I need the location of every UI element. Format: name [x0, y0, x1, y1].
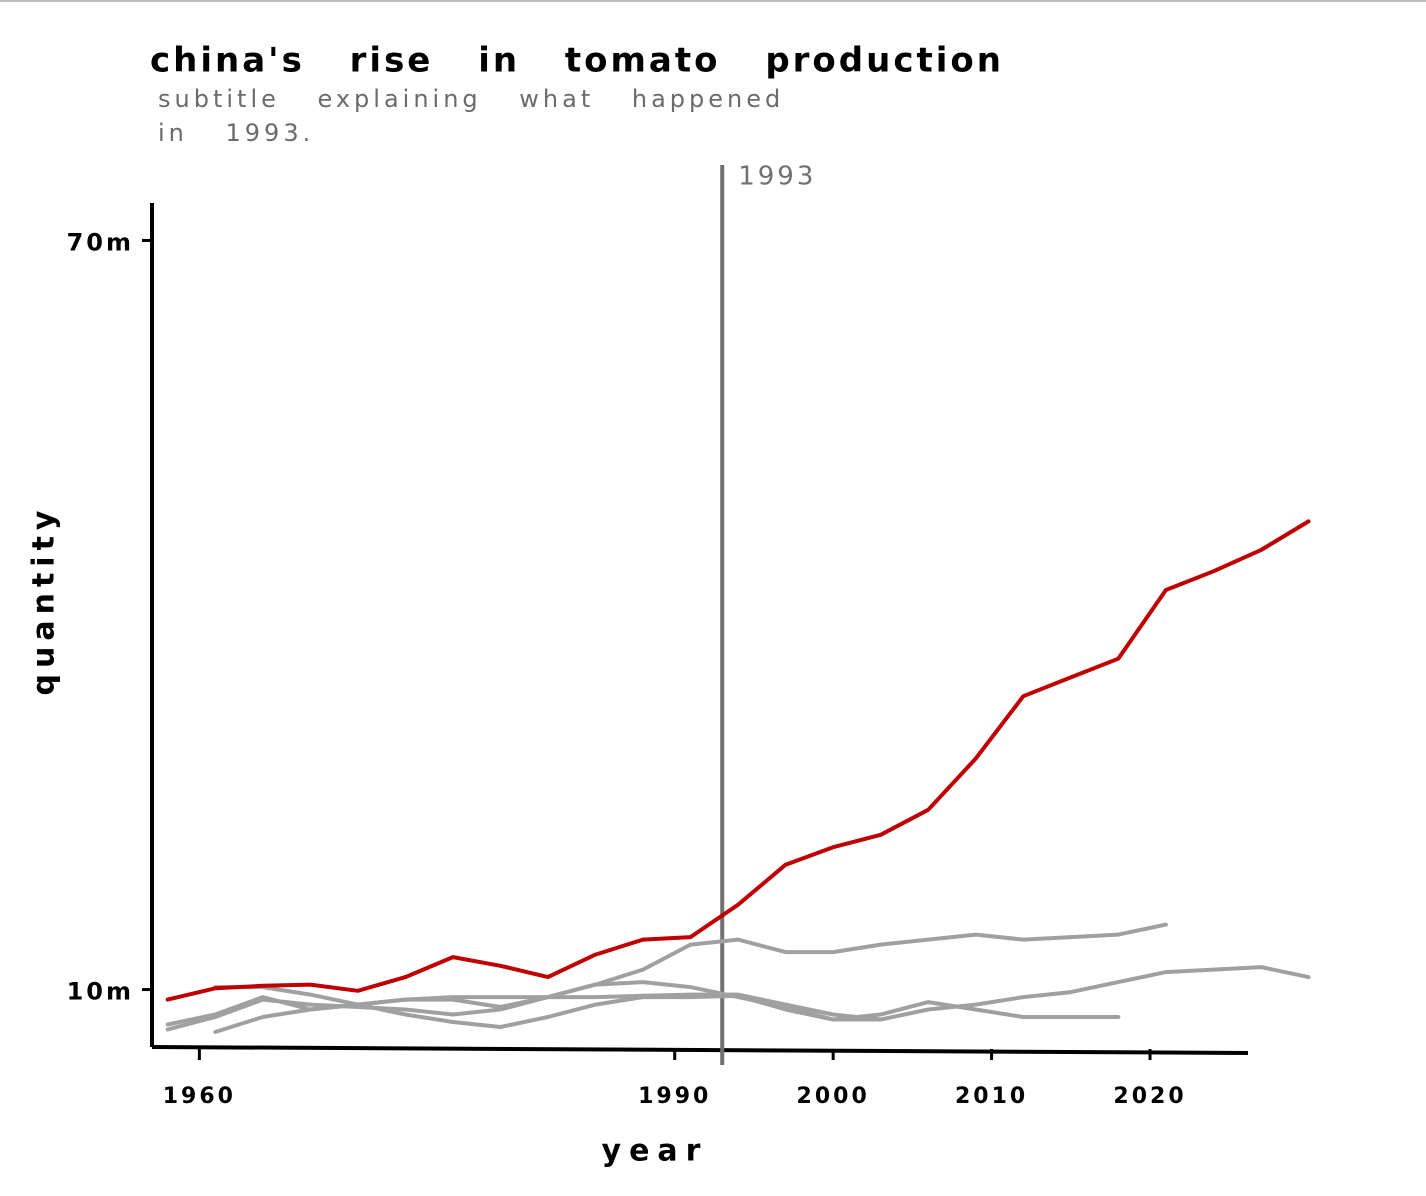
chart-subtitle: subtitle explaining what happened in 199…: [158, 85, 785, 147]
y-tick-label: 70m: [67, 228, 134, 256]
x-tick-label: 2010: [955, 1084, 1028, 1109]
x-tick-label: 2000: [797, 1084, 870, 1109]
series-line: [213, 965, 1311, 1034]
series-line: [213, 985, 1121, 1029]
chart-title: china's rise in tomato production: [150, 41, 1004, 81]
series-line: [165, 980, 883, 1027]
x-tick-label: 1990: [638, 1084, 711, 1109]
y-axis-label: quantity: [27, 505, 62, 696]
series-line: [165, 519, 1311, 1002]
y-tick-label: 10m: [67, 978, 134, 1006]
x-tick-label: 1960: [163, 1084, 236, 1109]
x-axis: [151, 1045, 1249, 1055]
annotation-label: 1993: [738, 162, 816, 192]
x-tick-label: 2020: [1113, 1084, 1186, 1109]
x-axis-label: year: [602, 1134, 709, 1169]
